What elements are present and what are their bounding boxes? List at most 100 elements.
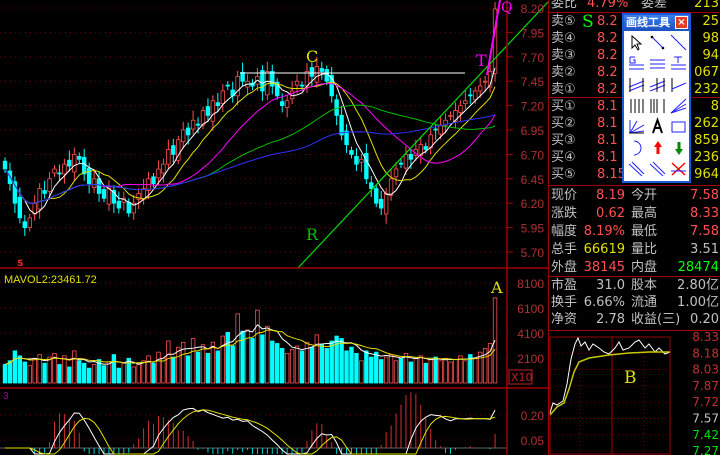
arc-icon[interactable] [626,137,647,158]
parallel-lines-icon[interactable] [647,74,668,95]
select-icon[interactable] [626,32,647,53]
kline-chart[interactable]: 8.20 7.95 7.70 7.45 7.20 6.95 6.70 6.45 6.20 5.95… [0,0,548,455]
candle [403,146,409,175]
intraday-chart[interactable]: 8.33 8.18 8.03 7.87 7.72 7.57 7.42 7.27 [549,327,720,455]
volume-bar [468,354,473,384]
volume-bar [463,360,468,384]
volume-tick: 2100 [517,352,544,366]
volume-bar [121,362,126,384]
candle [225,81,230,90]
candle [136,188,141,210]
price-tick: 6.45 [521,173,545,187]
volume-bar [126,357,131,384]
quote-row: 买① 8.1 8 [551,99,719,114]
volume-bar [210,341,216,384]
price-tick: 7.70 [521,51,545,65]
volume-bar [131,366,136,384]
volume-tick: 4100 [517,327,544,341]
volume-bar [86,367,92,384]
double-line-icon[interactable] [647,158,668,179]
line-icon[interactable] [668,32,689,53]
ma-line [4,81,496,204]
text-icon[interactable] [647,116,668,137]
volume-bar [374,351,379,384]
price-tick: 7.95 [521,26,545,40]
candle [270,64,275,95]
golden-section-icon[interactable] [626,53,647,74]
macd-tick: 0.05 [521,434,545,448]
volume-bar [7,360,13,384]
volume-bar [190,338,196,384]
ma-line [5,407,496,455]
candle [57,164,62,181]
volume-bar [47,356,52,384]
candle [230,81,235,103]
volume-bars [2,297,498,384]
label-a: A [490,278,503,297]
up-arrow-icon[interactable] [647,137,668,158]
volume-bar [235,313,240,384]
volume-bar [230,345,235,384]
intraday-tick: 7.27 [692,444,719,455]
speed-lines-icon[interactable] [626,116,647,137]
price-tick: 5.70 [521,246,545,260]
ma-line [4,114,496,204]
candle [12,176,18,213]
volume-bar [487,343,493,384]
label-c: C [306,47,318,66]
volume-bar [314,334,320,384]
volume-bar [383,356,389,384]
price-tick: 7.20 [521,100,545,114]
volume-tick: 8100 [517,277,544,291]
price-tick: 7.45 [521,75,545,89]
candle [220,84,225,112]
parallel-channel-icon[interactable] [626,74,647,95]
delete-icon[interactable] [668,158,689,179]
intraday-price-line [549,336,671,414]
drawing-toolbar[interactable]: 画线工具 × [622,13,691,183]
volume-bar [42,362,47,384]
candle [334,94,339,126]
fan-lines-icon[interactable] [668,95,689,116]
rectangle-icon[interactable] [668,116,689,137]
volume-bar [166,340,171,384]
cycle-lines-icon[interactable] [626,95,647,116]
candle [180,121,186,149]
quote-row: 市盈 31.0 股本 2.80亿 [551,278,719,293]
quote-row: 外盘 38145 内盘 28474 [551,260,719,275]
candle [364,143,369,185]
label-q: Q [501,0,512,16]
candle [284,95,290,118]
macd-tick: 0.20 [521,409,545,423]
trend-channel-icon[interactable] [668,74,689,95]
candle [62,158,67,184]
label-t: T [476,51,487,70]
toolbar-title[interactable]: 画线工具 × [624,15,689,31]
intraday-tick: 8.03 [692,363,719,377]
volume-bar [270,340,275,384]
volume-bar [378,359,384,384]
volume-bar [72,350,77,384]
up-trend-line[interactable] [486,0,501,76]
quote-row: 现价 8.19 今开 7.58 [551,188,719,203]
quote-row: 买④ 8.1 236 [551,150,719,165]
candle [171,138,176,163]
volume-bar [27,365,32,384]
line-segment-icon[interactable] [647,32,668,53]
candle [309,62,315,87]
fibonacci-time-icon[interactable] [647,95,668,116]
quote-row: 卖① 8.2 232 [551,82,719,97]
percent-lines-icon[interactable] [647,53,668,74]
down-arrow-icon[interactable] [668,137,689,158]
volume-bar [151,362,156,384]
candle [378,191,384,215]
close-button[interactable]: × [675,16,688,29]
candle [398,159,404,169]
quote-row: 买③ 8.1 859 [551,133,719,148]
volume-bar [180,341,186,384]
candle [91,169,97,193]
intraday-tick: 7.72 [692,395,719,409]
parallelogram-icon[interactable] [626,158,647,179]
gann-lines-icon[interactable] [668,53,689,74]
label-b: B [624,368,637,388]
